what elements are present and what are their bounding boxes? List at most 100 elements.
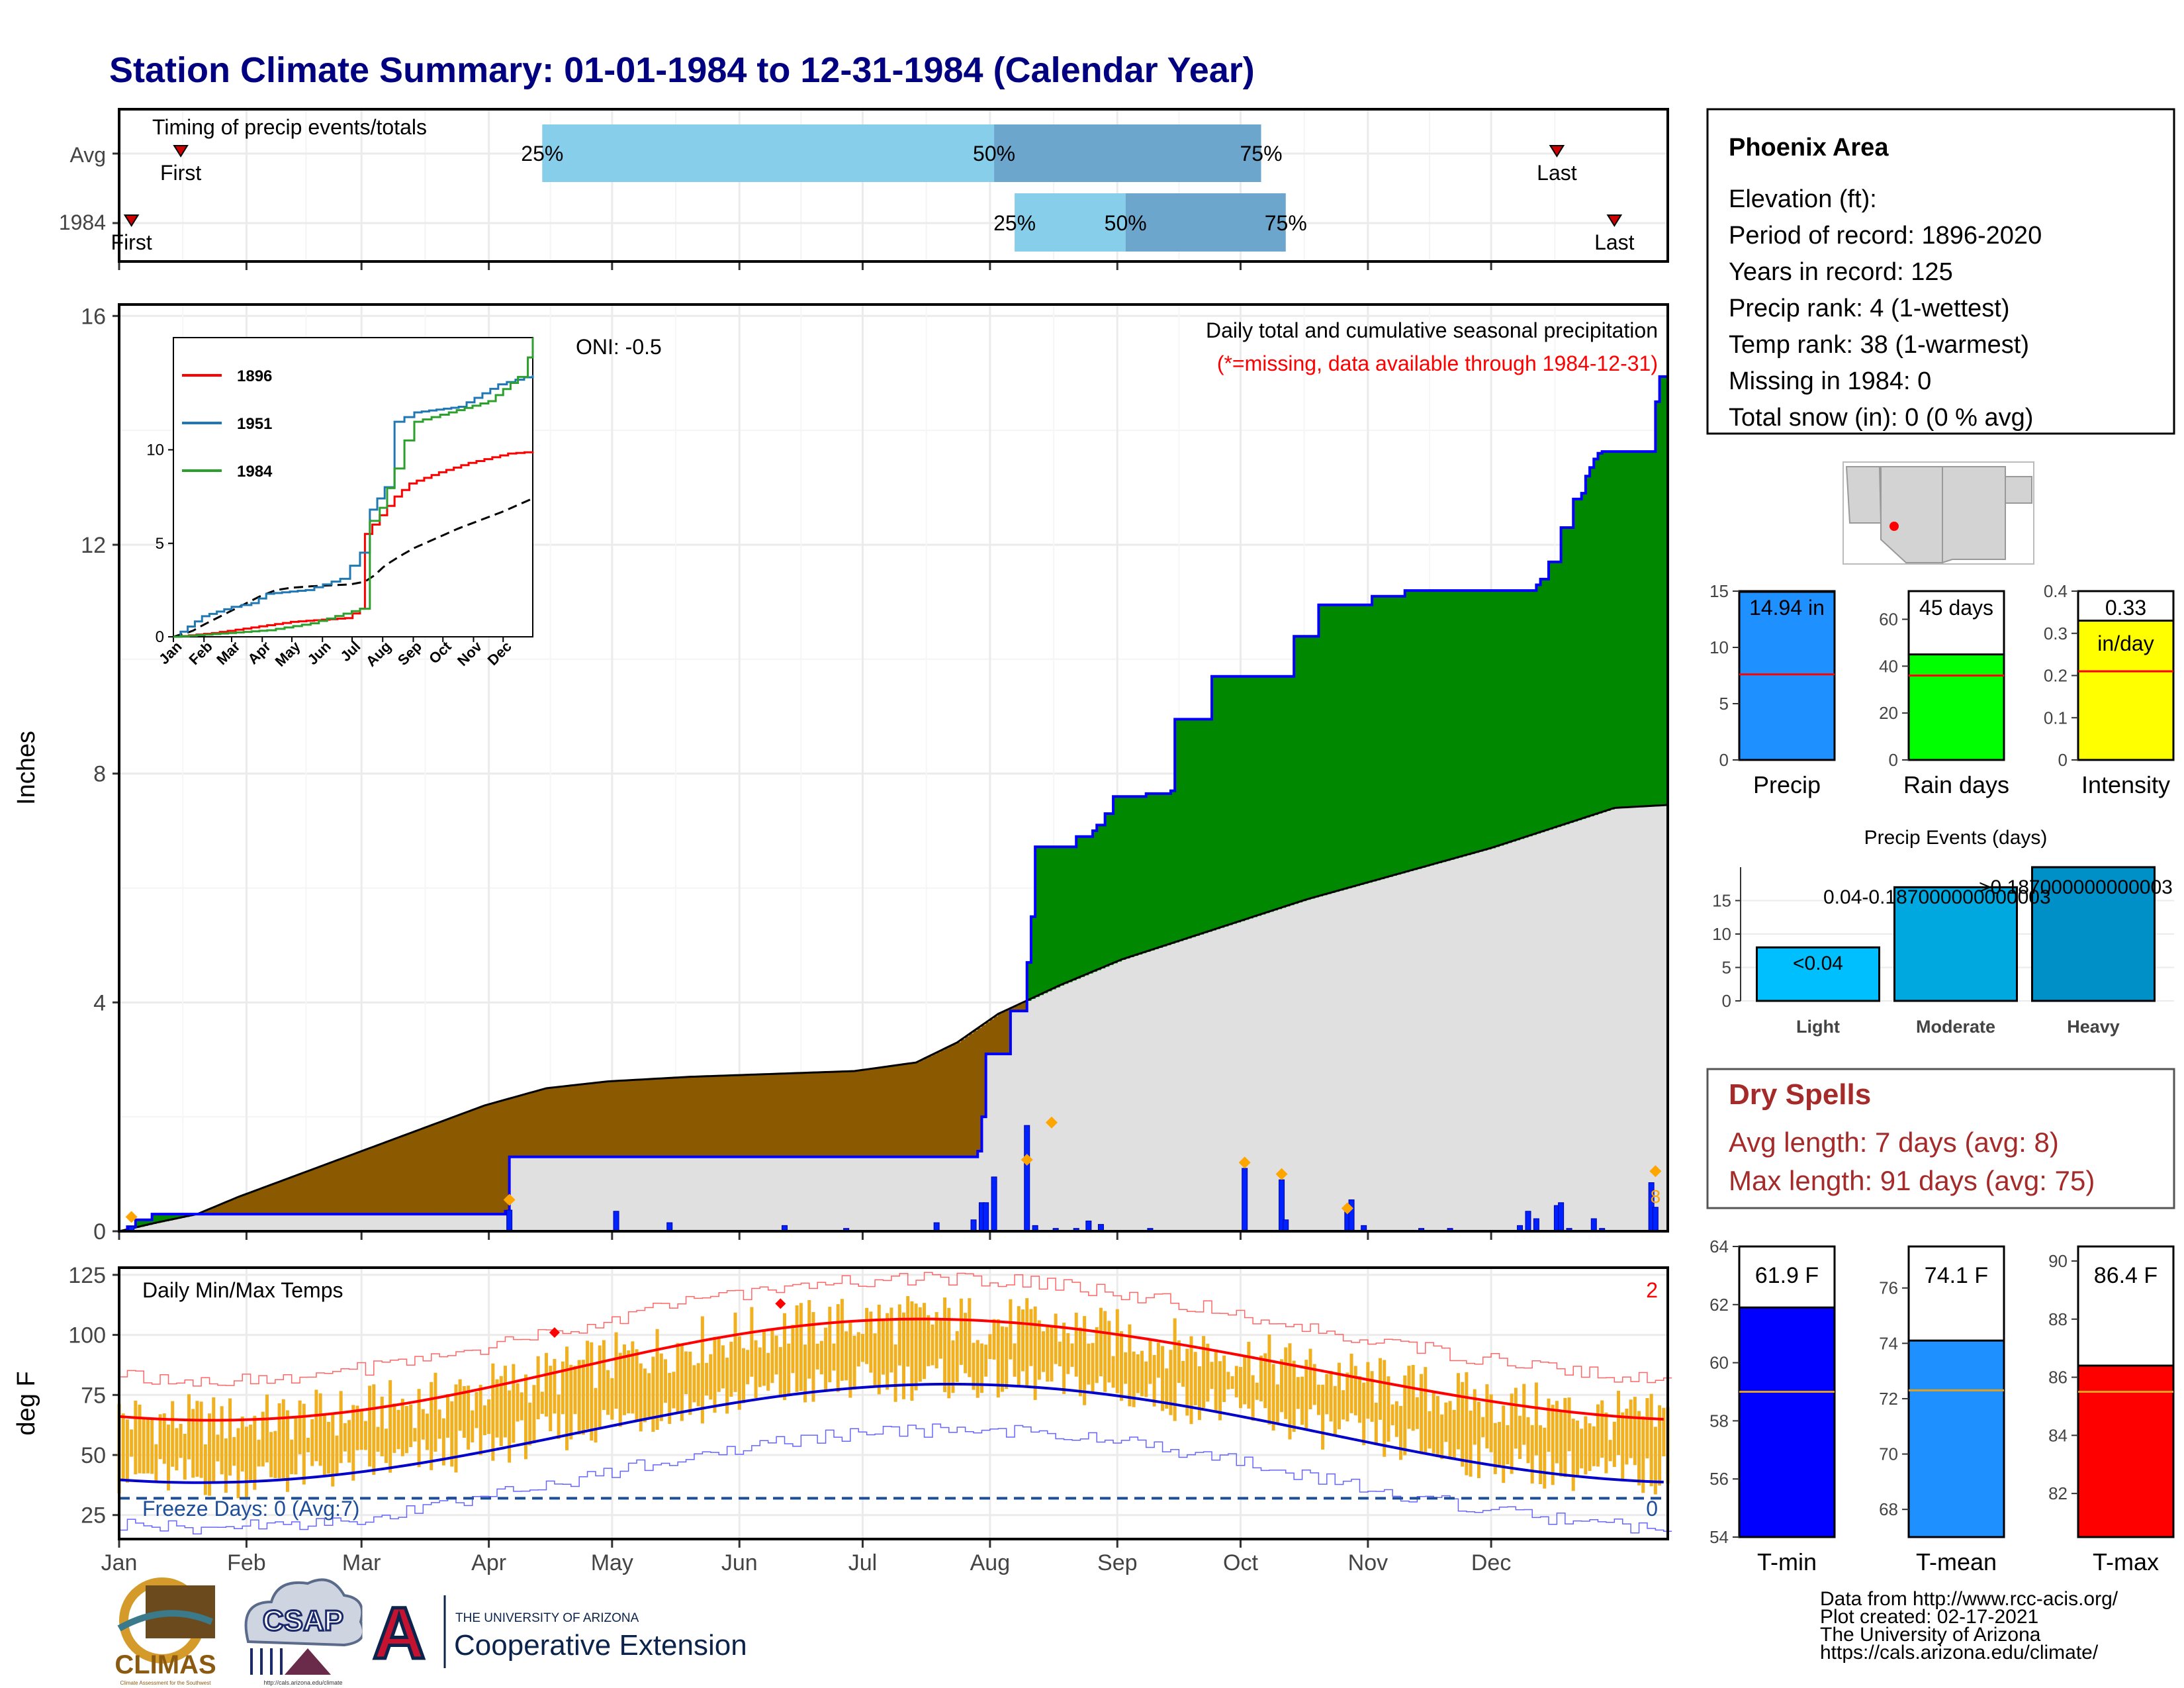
precip-ylabel: Inches bbox=[13, 731, 40, 805]
inset-ytick-label-2: 10 bbox=[146, 442, 164, 459]
daily-precip-bar-9 bbox=[983, 1202, 989, 1232]
precip-ytick-label-2: 8 bbox=[93, 762, 106, 787]
temps-count-top: 2 bbox=[1646, 1278, 1658, 1302]
ua-logo-main-text: Cooperative Extension bbox=[454, 1629, 747, 1662]
info-elevation: Elevation (ft): bbox=[1729, 185, 1877, 213]
inset-ytick-label-0: 0 bbox=[156, 628, 164, 646]
temp-ytick-label-2-3: 88 bbox=[2048, 1309, 2068, 1329]
temps-ytick-label-1: 50 bbox=[81, 1443, 106, 1468]
map-state-arizona bbox=[1880, 466, 1943, 563]
inset-legend-label-1951: 1951 bbox=[237, 415, 272, 433]
temps-ylabel: deg F bbox=[13, 1371, 40, 1435]
ua-cooperative-extension-logo: A THE UNIVERSITY OF ARIZONA Cooperative … bbox=[362, 1585, 747, 1676]
summary-ytick-label-1-1: 20 bbox=[1879, 703, 1898, 723]
precip-missing-note: (*=missing, data available through 1984-… bbox=[1217, 352, 1658, 375]
temps-ytick-label-3: 100 bbox=[68, 1323, 106, 1348]
temp-value-T-max: 86.4 F bbox=[2094, 1263, 2158, 1288]
precip-event-marker-4 bbox=[1238, 1156, 1251, 1169]
daily-precip-bar-2 bbox=[613, 1211, 619, 1232]
events-category-Heavy: Heavy bbox=[2067, 1017, 2120, 1037]
daily-precip-bar-27 bbox=[1525, 1211, 1531, 1232]
events-bar-Heavy bbox=[2031, 866, 2156, 1002]
timing-label-50-1984: 50% bbox=[1105, 211, 1147, 235]
summary-value-unit-Intensity: in/day bbox=[2097, 632, 2154, 655]
timing-label-25-1984: 25% bbox=[993, 211, 1036, 235]
credit-university: The University of Arizona bbox=[1820, 1624, 2041, 1646]
inset-series-line-1984 bbox=[173, 338, 534, 638]
timing-first-marker-1984 bbox=[123, 214, 140, 227]
summary-ytick-label-2-2: 0.2 bbox=[2044, 666, 2068, 686]
dry-spells-box: Dry Spells Avg length: 7 days (avg: 8) M… bbox=[1706, 1068, 2175, 1209]
record-low-line bbox=[119, 1423, 1672, 1535]
events-bar-label-2: >0.187000000000003 bbox=[1979, 876, 2173, 898]
events-category-Light: Light bbox=[1796, 1017, 1840, 1037]
summary-ytick-label-1-0: 0 bbox=[1889, 750, 1898, 770]
precip-event-marker-7 bbox=[1649, 1165, 1662, 1178]
temp-ytick-label-2-0: 82 bbox=[2048, 1483, 2068, 1503]
month-label-Oct: Oct bbox=[1223, 1550, 1258, 1575]
temp-label-T-min: T-min bbox=[1757, 1548, 1817, 1575]
csap-url-text: http://cals.arizona.edu/climate bbox=[263, 1679, 342, 1686]
temp-bar-T-min bbox=[1738, 1306, 1836, 1538]
map-state-nevada bbox=[1845, 466, 1882, 524]
events-ytick-label-0: 0 bbox=[1722, 991, 1731, 1011]
csap-cloud-icon bbox=[244, 1578, 365, 1647]
temp-ytick-label-1-3: 74 bbox=[1879, 1333, 1898, 1353]
daily-precip-bar-22 bbox=[1348, 1199, 1355, 1232]
info-snow: Total snow (in): 0 (0 % avg) bbox=[1729, 404, 2033, 432]
timing-last-label-1984: Last bbox=[1594, 230, 1635, 254]
summary-ytick-label-2-1: 0.1 bbox=[2044, 708, 2068, 727]
temp-ytick-label-1-1: 70 bbox=[1879, 1444, 1898, 1464]
record-temp-marker-1 bbox=[775, 1298, 786, 1309]
climas-logo: CLIMAS Climate Assessment for the Southw… bbox=[114, 1577, 216, 1686]
daily-precip-bar-18 bbox=[1242, 1168, 1248, 1232]
events-title: Precip Events (days) bbox=[1864, 827, 2048, 849]
precip-cumulative-line bbox=[119, 375, 1668, 1233]
summary-ytick-label-2-0: 0 bbox=[2058, 750, 2068, 770]
daily-precip-bar-28 bbox=[1533, 1218, 1539, 1232]
oni-label: ONI: -0.5 bbox=[576, 335, 662, 359]
inset-legend-label-1896: 1896 bbox=[237, 367, 272, 385]
month-label-Jul: Jul bbox=[848, 1550, 877, 1575]
dry-spells-avg: Avg length: 7 days (avg: 8) bbox=[1729, 1127, 2059, 1158]
temps-count-bottom: 0 bbox=[1646, 1497, 1658, 1521]
timing-first-marker-Avg bbox=[173, 145, 189, 158]
timing-label-50-Avg: 50% bbox=[973, 142, 1015, 165]
summary-value-Precip: 14.94 in bbox=[1749, 596, 1825, 620]
events-bar-label-1: 0.04-0.187000000000003 bbox=[1823, 886, 2051, 908]
summary-value-Intensity: 0.33 bbox=[2105, 596, 2146, 620]
events-category-Moderate: Moderate bbox=[1916, 1017, 1995, 1037]
timing-label: Timing of precip events/totals bbox=[152, 115, 427, 139]
events-ytick-label-1: 5 bbox=[1722, 958, 1731, 978]
timing-bar-25-50-1984 bbox=[1015, 193, 1126, 252]
station-name: Phoenix Area bbox=[1729, 134, 1889, 162]
inset-series-line-1896 bbox=[173, 451, 534, 638]
summary-ytick-label-2-4: 0.4 bbox=[2044, 581, 2068, 601]
timing-last-label-Avg: Last bbox=[1537, 161, 1577, 185]
precip-ytick-label-1: 4 bbox=[93, 990, 106, 1015]
info-period: Period of record: 1896-2020 bbox=[1729, 222, 2042, 250]
summary-bar-Rain days bbox=[1907, 653, 2005, 761]
csap-logo-text: CSAP bbox=[263, 1605, 343, 1637]
csap-logo: CSAP http://cals.arizona.edu/climate bbox=[244, 1578, 365, 1686]
credit-plot-created: Plot created: 02-17-2021 bbox=[1820, 1606, 2038, 1628]
csap-mountain-icon bbox=[285, 1648, 331, 1675]
temp-ytick-label-0-4: 62 bbox=[1709, 1295, 1729, 1315]
temps-ytick-label-4: 125 bbox=[68, 1263, 106, 1288]
daily-precip-bar-30 bbox=[1558, 1202, 1565, 1232]
temps-panel: 25 50 75 100 125 Daily Min/Max Temps 2 Freez… bbox=[13, 1263, 1672, 1575]
timing-bar-50-75-Avg bbox=[994, 124, 1261, 182]
temp-ytick-label-0-2: 58 bbox=[1709, 1411, 1729, 1430]
precip-event-count: 8 bbox=[1651, 1186, 1661, 1207]
climas-emblem-swoosh bbox=[117, 1610, 213, 1632]
timing-bar-50-75-1984 bbox=[1125, 193, 1286, 252]
events-ytick-label-3: 15 bbox=[1712, 891, 1731, 911]
events-bar-Moderate bbox=[1893, 886, 2018, 1002]
summary-ytick-label-0-3: 15 bbox=[1709, 581, 1729, 601]
precip-frame bbox=[118, 303, 1669, 1233]
temp-label-T-max: T-max bbox=[2093, 1548, 2159, 1575]
events-bar-label-0: <0.04 bbox=[1793, 953, 1843, 974]
inset-ytick-label-1: 5 bbox=[156, 535, 164, 553]
